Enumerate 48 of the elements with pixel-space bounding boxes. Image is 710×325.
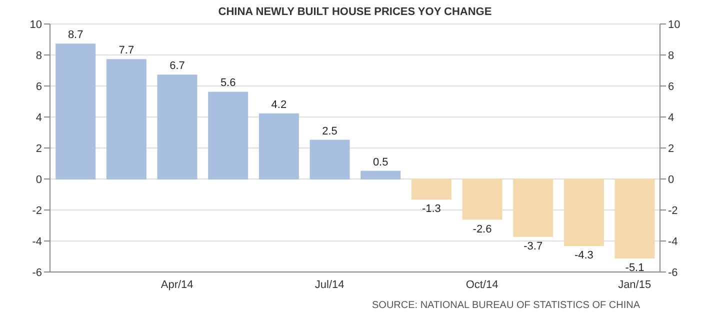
bar <box>564 178 604 246</box>
y2-tick-label: 10 <box>668 18 680 31</box>
y2-tick-label: 6 <box>668 80 674 93</box>
bar <box>462 178 502 220</box>
y2-tick-label: 0 <box>668 174 674 186</box>
y-tick-label: -2 <box>32 204 42 217</box>
y-tick-label: 2 <box>36 142 42 155</box>
data-label: 6.7 <box>170 60 185 72</box>
bar <box>513 178 554 237</box>
bar <box>157 74 198 180</box>
chart-title: CHINA NEWLY BUILT HOUSE PRICES YOY CHANGE <box>217 6 493 18</box>
data-label: -5.1 <box>625 262 644 274</box>
data-label: 5.6 <box>220 77 236 90</box>
data-label: -4.3 <box>574 250 594 262</box>
bar <box>106 59 146 180</box>
y2-tick-label: 2 <box>668 142 674 155</box>
x-tick-label: Jul/14 <box>314 278 344 291</box>
y-tick-label: 8 <box>36 50 42 62</box>
bar <box>360 170 401 180</box>
bar <box>258 113 299 180</box>
y2-tick-label: 4 <box>668 112 674 124</box>
x-tick-label: Jan/15 <box>618 278 652 291</box>
data-label: 8.7 <box>68 29 84 42</box>
y2-tick-label: -2 <box>668 204 678 217</box>
source-note: SOURCE: NATIONAL BUREAU OF STATISTICS OF CHINA <box>372 300 640 311</box>
data-label: 0.5 <box>372 156 388 168</box>
bar <box>310 140 350 180</box>
bar <box>208 92 248 180</box>
data-label: 4.2 <box>271 98 287 111</box>
x-tick-label: Oct/14 <box>466 278 498 291</box>
bar <box>411 178 452 200</box>
y-tick-label: 4 <box>36 112 42 124</box>
x-tick-label: Apr/14 <box>160 278 194 291</box>
data-label: 7.7 <box>118 44 134 57</box>
y2-tick-label: -4 <box>668 236 678 248</box>
bar <box>614 178 655 259</box>
y2-tick-label: -6 <box>668 266 678 279</box>
y-tick-label: 0 <box>36 174 42 186</box>
y-tick-label: -6 <box>32 266 42 279</box>
bar <box>56 44 96 180</box>
data-label: 2.5 <box>322 125 338 138</box>
y-tick-label: 6 <box>36 80 42 93</box>
y2-tick-label: 8 <box>668 50 674 62</box>
data-label: -1.3 <box>422 203 441 216</box>
data-label: -2.6 <box>472 223 492 236</box>
y-tick-label: -4 <box>32 236 42 248</box>
y-tick-label: 10 <box>30 18 42 31</box>
data-label: -3.7 <box>524 240 543 252</box>
